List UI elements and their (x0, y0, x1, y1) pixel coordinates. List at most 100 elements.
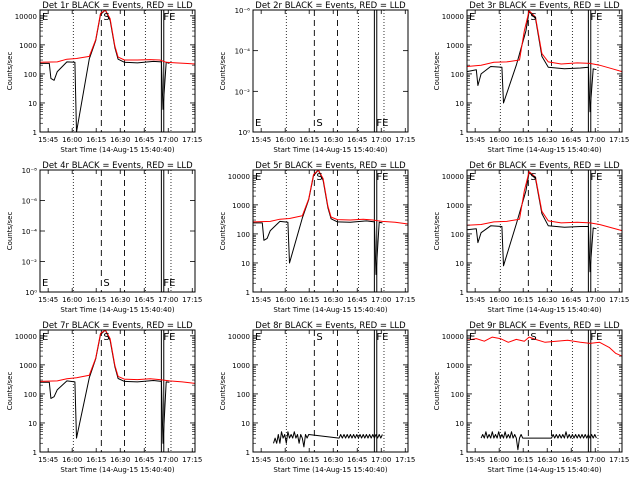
y-tick-label: 100 (237, 391, 250, 399)
x-tick-label: 16:45 (347, 456, 367, 464)
axes-frame (252, 169, 409, 293)
axes-frame (39, 329, 196, 453)
x-tick-label: 16:00 (275, 456, 295, 464)
y-tick-label: 10⁻⁶ (22, 198, 38, 206)
x-tick-label: 15:45 (38, 296, 58, 304)
axes-frame (466, 329, 623, 453)
events-series-line (40, 9, 170, 133)
x-tick-label: 16:15 (86, 456, 106, 464)
x-tick-label: 15:45 (465, 456, 485, 464)
x-tick-label: 17:15 (182, 136, 202, 144)
y-tick-label: 100 (451, 71, 464, 79)
x-tick-label: 17:00 (585, 136, 605, 144)
y-tick-label: 1000 (446, 42, 464, 50)
marker-label-fe: FE (590, 12, 602, 23)
lld-series-line (466, 171, 623, 232)
y-tick-label: 10000 (228, 173, 250, 181)
y-tick-label: 1 (33, 449, 37, 457)
y-tick-label: 10⁻² (235, 88, 251, 96)
y-tick-label: 10 (455, 100, 464, 108)
marker-label-fe: FE (163, 278, 175, 289)
x-tick-label: 17:15 (395, 296, 415, 304)
marker-label-e: E (255, 118, 261, 129)
axes-frame (252, 9, 409, 133)
y-tick-label: 10000 (442, 333, 464, 341)
marker-label-fe: FE (376, 332, 388, 343)
x-axis-label: Start Time (14-Aug-15 15:40:40) (487, 146, 601, 154)
x-tick-label: 16:15 (513, 136, 533, 144)
marker-label-s: S (316, 332, 322, 343)
x-tick-label: 16:15 (86, 136, 106, 144)
panel-4: Det 4r BLACK = Events, RED = LLD E S FE 15:4… (6, 161, 202, 314)
marker-label-fe: FE (163, 12, 175, 23)
x-tick-label: 17:00 (585, 296, 605, 304)
y-axis-label: Counts/sec (6, 212, 14, 251)
y-tick-label: 10 (455, 260, 464, 268)
y-tick-label: 1000 (232, 202, 250, 210)
events-series-line (466, 11, 597, 113)
x-axis-label: Start Time (14-Aug-15 15:40:40) (273, 306, 387, 314)
x-axis-label: Start Time (14-Aug-15 15:40:40) (487, 306, 601, 314)
y-tick-label: 10⁰ (238, 129, 250, 137)
lld-series-line (252, 169, 409, 225)
marker-label-fe: FE (590, 332, 602, 343)
x-tick-label: 16:30 (110, 136, 130, 144)
panel-title: Det 2r BLACK = Events, RED = LLD (255, 1, 406, 11)
marker-label-fe: FE (376, 118, 388, 129)
x-tick-label: 16:00 (62, 296, 82, 304)
x-tick-label: 17:00 (158, 456, 178, 464)
x-axis-label: Start Time (14-Aug-15 15:40:40) (60, 146, 174, 154)
y-tick-label: 1 (246, 289, 250, 297)
y-tick-label: 10⁻⁸ (22, 167, 38, 175)
y-tick-label: 100 (451, 391, 464, 399)
events-series-line (480, 431, 597, 451)
y-tick-label: 10000 (228, 333, 250, 341)
y-tick-label: 10⁰ (25, 289, 37, 297)
y-tick-label: 100 (237, 231, 250, 239)
x-tick-label: 16:30 (110, 296, 130, 304)
x-tick-label: 16:45 (561, 136, 581, 144)
marker-label-s: S (103, 12, 109, 23)
panel-title: Det 1r BLACK = Events, RED = LLD (42, 1, 193, 11)
panel-title: Det 4r BLACK = Events, RED = LLD (42, 161, 193, 171)
x-tick-label: 16:00 (275, 136, 295, 144)
y-tick-label: 10⁻⁶ (235, 7, 251, 15)
x-tick-label: 15:45 (38, 136, 58, 144)
y-tick-label: 10 (241, 260, 250, 268)
x-tick-label: 16:30 (537, 456, 557, 464)
y-tick-label: 1000 (19, 362, 37, 370)
x-tick-label: 17:15 (395, 136, 415, 144)
y-tick-label: 100 (451, 231, 464, 239)
marker-label-fe: FE (163, 332, 175, 343)
events-series-line (40, 329, 170, 444)
x-tick-label: 16:00 (62, 456, 82, 464)
lld-series-line (39, 9, 196, 65)
x-tick-label: 16:45 (134, 136, 154, 144)
marker-label-s: S (103, 278, 109, 289)
x-tick-label: 15:45 (38, 456, 58, 464)
panel-title: Det 7r BLACK = Events, RED = LLD (42, 321, 193, 331)
marker-label-e: E (469, 332, 475, 343)
x-tick-label: 16:15 (299, 136, 319, 144)
marker-label-s: S (103, 332, 109, 343)
y-tick-label: 10⁻² (22, 259, 38, 267)
y-axis-label: Counts/sec (433, 212, 441, 251)
x-tick-label: 17:00 (371, 296, 391, 304)
y-axis-label: Counts/sec (219, 52, 227, 91)
y-tick-label: 10 (455, 420, 464, 428)
marker-label-s: S (316, 172, 322, 183)
marker-label-e: E (469, 172, 475, 183)
marker-label-s: S (530, 12, 536, 23)
lld-series-line (39, 329, 196, 384)
x-tick-label: 16:00 (489, 456, 509, 464)
y-tick-label: 10⁻⁴ (235, 48, 251, 56)
y-tick-label: 1 (460, 129, 464, 137)
x-tick-label: 16:00 (489, 136, 509, 144)
marker-label-e: E (255, 332, 261, 343)
x-tick-label: 16:30 (110, 456, 130, 464)
axes-frame (252, 329, 409, 453)
